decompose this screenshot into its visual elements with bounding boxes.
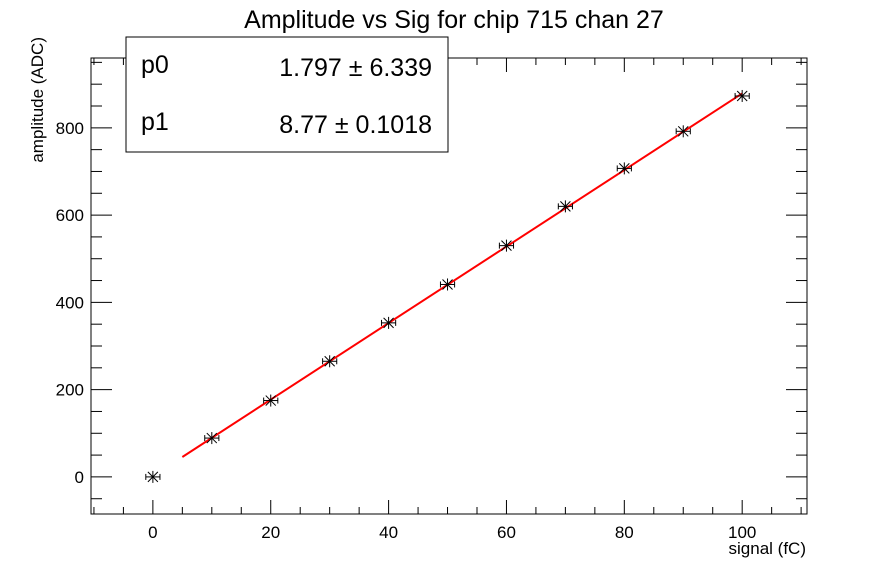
- y-tick-label: 200: [56, 381, 84, 400]
- tick-labels: 0 20 40 60 80 100 0 200 400 600 800: [56, 119, 757, 542]
- x-tick-label: 40: [379, 523, 398, 542]
- x-tick-label: 100: [728, 523, 756, 542]
- stats-p1-value: 8.77 ± 0.1018: [279, 111, 432, 139]
- fit-layer: [181, 92, 743, 458]
- plot-frame: [90, 57, 808, 515]
- x-tick-label: 60: [497, 523, 516, 542]
- y-tick-label: 0: [75, 468, 84, 487]
- fit-stats-box: p0 1.797 ± 6.339 p1 8.77 ± 0.1018: [125, 36, 449, 153]
- points-layer: [145, 89, 750, 483]
- data-point: [616, 162, 632, 175]
- data-point: [557, 200, 573, 213]
- data-point: [498, 239, 515, 252]
- chart-title: Amplitude vs Sig for chip 715 chan 27: [244, 6, 664, 34]
- fit-line: [181, 92, 743, 458]
- data-point: [439, 278, 456, 291]
- stats-box-frame: [125, 36, 449, 153]
- x-tick-label: 20: [261, 523, 280, 542]
- y-tick-label: 400: [56, 293, 84, 312]
- data-point: [381, 316, 397, 329]
- data-point: [204, 432, 220, 445]
- x-tick-label: 0: [148, 523, 157, 542]
- data-point: [145, 470, 161, 483]
- stats-p0-value: 1.797 ± 6.339: [279, 54, 432, 82]
- data-point: [675, 125, 691, 138]
- data-point: [263, 394, 279, 407]
- stats-p1-name: p1: [141, 108, 169, 136]
- y-tick-label: 600: [56, 206, 84, 225]
- data-point: [322, 355, 338, 368]
- data-point: [734, 89, 750, 102]
- y-tick-label: 800: [56, 119, 84, 138]
- stats-p0-name: p0: [141, 51, 169, 79]
- x-axis-label: signal (fC): [729, 539, 806, 558]
- x-tick-label: 80: [615, 523, 634, 542]
- y-axis-label: amplitude (ADC): [28, 37, 47, 163]
